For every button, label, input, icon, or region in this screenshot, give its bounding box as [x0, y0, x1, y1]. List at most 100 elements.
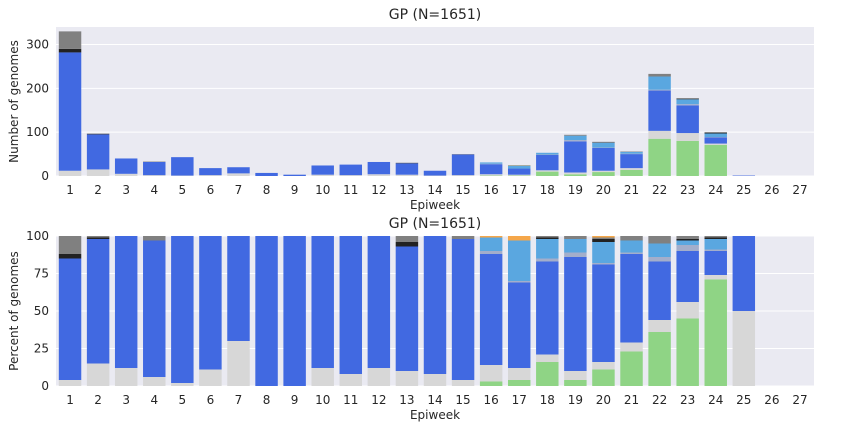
- percent-chart-title: GP (N=1651): [389, 216, 482, 232]
- count-bar-segment-blue-week-19: [564, 141, 586, 172]
- percent-bar-segment-gray-week-4: [143, 236, 165, 241]
- count-y-tick-label: 0: [41, 169, 49, 183]
- count-x-tick-label: 24: [708, 183, 723, 197]
- percent-bar-segment-steel-week-19: [564, 253, 586, 258]
- percent-bar-segment-lightblue-week-20: [592, 242, 614, 263]
- percent-bar-segment-gray-week-22: [648, 236, 670, 244]
- percent-x-tick-label: 8: [263, 393, 271, 407]
- percent-bar-segment-blue-week-9: [283, 236, 305, 386]
- percent-x-tick-label: 10: [315, 393, 330, 407]
- percent-bar-segment-gray-week-19: [564, 236, 586, 239]
- percent-y-tick-label: 50: [34, 304, 49, 318]
- count-bar-segment-steel-week-23: [676, 104, 698, 105]
- count-bar-segment-steel-week-19: [564, 140, 586, 141]
- count-bar-segment-lightgray-week-4: [143, 175, 165, 176]
- count-x-tick-label: 13: [399, 183, 414, 197]
- count-x-tick-label: 7: [235, 183, 243, 197]
- count-bar-segment-lightblue-week-20: [592, 143, 614, 148]
- percent-x-tick-label: 1: [66, 393, 74, 407]
- percent-bar-segment-green-week-21: [620, 352, 642, 387]
- percent-x-tick-label: 22: [652, 393, 667, 407]
- percent-bar-segment-gray-week-2: [87, 236, 109, 238]
- percent-bar-segment-blue-week-18: [536, 262, 558, 355]
- percent-bar-segment-black-week-1: [59, 254, 81, 259]
- count-bar-segment-blue-week-22: [648, 91, 670, 131]
- count-bar-segment-blue-week-11: [340, 165, 362, 176]
- percent-bar-segment-lightgray-week-3: [115, 368, 137, 386]
- count-bar-segment-lightgray-week-2: [87, 169, 109, 176]
- count-bar-segment-lightgray-week-1: [59, 171, 81, 176]
- percent-x-tick-label: 7: [235, 393, 243, 407]
- count-bar-segment-lightgray-week-17: [508, 175, 530, 176]
- percent-bar-segment-green-week-19: [564, 380, 586, 386]
- percent-bar-segment-lightblue-week-22: [648, 244, 670, 258]
- percent-bar-segment-lightgray-week-4: [143, 377, 165, 386]
- count-bar-segment-blue-week-21: [620, 154, 642, 168]
- percent-bar-segment-black-week-23: [676, 239, 698, 241]
- percent-x-tick-label: 17: [512, 393, 527, 407]
- percent-bar-segment-gray-week-13: [396, 236, 418, 242]
- percent-x-tick-label: 24: [708, 393, 723, 407]
- count-bar-segment-lightgray-week-7: [227, 173, 249, 176]
- percent-bar-segment-steel-week-18: [536, 259, 558, 262]
- count-bar-segment-blue-week-14: [424, 171, 446, 176]
- percent-bar-segment-steel-week-16: [480, 251, 502, 254]
- percent-x-tick-label: 5: [179, 393, 187, 407]
- percent-bar-segment-lightblue-week-19: [564, 239, 586, 253]
- percent-bar-segment-lightblue-week-24: [705, 239, 727, 250]
- percent-bar-segment-blue-week-6: [199, 236, 221, 370]
- count-x-tick-label: 23: [680, 183, 695, 197]
- percent-bar-segment-lightblue-week-16: [480, 238, 502, 252]
- count-bar-segment-lightblue-week-18: [536, 153, 558, 155]
- count-bar-segment-lightgray-week-10: [311, 175, 333, 176]
- count-bar-segment-lightgray-week-23: [676, 133, 698, 141]
- count-bar-segment-blue-week-4: [143, 162, 165, 175]
- percent-bar-segment-lightgray-week-17: [508, 368, 530, 380]
- percent-y-tick-label: 100: [26, 229, 49, 243]
- percent-y-tick-label: 75: [34, 267, 49, 281]
- percent-bar-segment-gray-week-24: [705, 236, 727, 238]
- percent-bar-segment-lightgray-week-25: [733, 311, 755, 386]
- percent-bar-segment-lightblue-week-17: [508, 241, 530, 282]
- count-x-tick-label: 10: [315, 183, 330, 197]
- count-bar-segment-blue-week-17: [508, 169, 530, 175]
- count-x-tick-label: 8: [263, 183, 271, 197]
- percent-bar-segment-orange-week-20: [592, 236, 614, 238]
- percent-x-tick-label: 20: [596, 393, 611, 407]
- count-x-tick-label: 15: [455, 183, 470, 197]
- percent-bar-segment-blue-week-12: [368, 236, 390, 368]
- count-x-tick-label: 25: [736, 183, 751, 197]
- percent-bar-segment-orange-week-17: [508, 236, 530, 241]
- count-bar-segment-blue-week-12: [368, 162, 390, 174]
- percent-bar-segment-blue-week-2: [87, 239, 109, 364]
- count-bar-segment-blue-week-8: [255, 173, 277, 176]
- count-x-tick-label: 3: [122, 183, 130, 197]
- percent-bar-segment-lightblue-week-21: [620, 241, 642, 253]
- percent-bar-segment-blue-week-5: [171, 236, 193, 383]
- percent-bar-segment-blue-week-8: [255, 236, 277, 386]
- percent-bar-segment-lightgray-week-11: [340, 374, 362, 386]
- count-bar-segment-lightgray-week-6: [199, 175, 221, 176]
- count-x-tick-label: 6: [207, 183, 215, 197]
- percent-bar-segment-blue-week-7: [227, 236, 249, 341]
- count-bar-segment-green-week-18: [536, 172, 558, 176]
- count-x-tick-label: 14: [427, 183, 442, 197]
- count-chart-title: GP (N=1651): [389, 7, 482, 23]
- count-bar-segment-blue-week-24: [705, 137, 727, 143]
- percent-bar-segment-lightgray-week-13: [396, 371, 418, 386]
- count-x-tick-label: 4: [150, 183, 158, 197]
- percent-bar-segment-blue-week-19: [564, 257, 586, 371]
- count-bar-segment-gray-week-22: [648, 74, 670, 77]
- percent-bar-segment-lightgray-week-1: [59, 380, 81, 386]
- percent-bar-segment-blue-week-10: [311, 236, 333, 368]
- count-x-tick-label: 19: [568, 183, 583, 197]
- count-y-tick-label: 300: [26, 38, 49, 52]
- percent-x-tick-label: 13: [399, 393, 414, 407]
- percent-x-axis-label: Epiweek: [410, 408, 460, 422]
- count-bar-segment-lightgray-week-20: [592, 171, 614, 172]
- percent-x-tick-label: 25: [736, 393, 751, 407]
- count-bar-segment-blue-week-1: [59, 52, 81, 170]
- count-x-tick-label: 5: [179, 183, 187, 197]
